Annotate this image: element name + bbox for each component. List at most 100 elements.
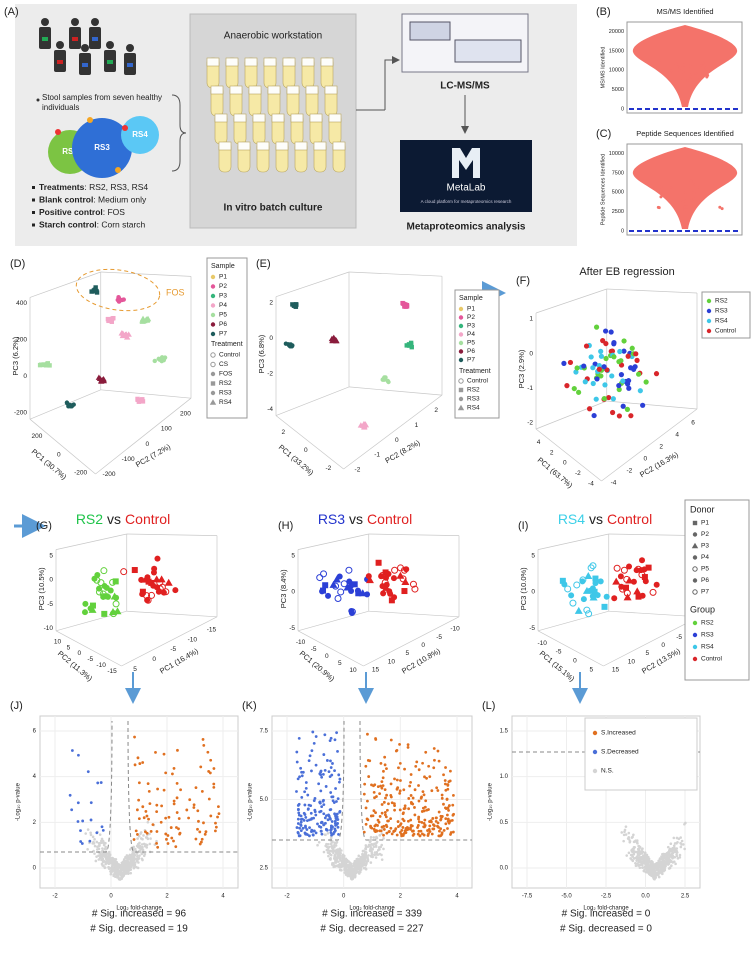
scatter-point: [389, 782, 393, 786]
scatter-point: [353, 859, 357, 863]
scatter-point: [329, 791, 333, 794]
x-tick-label: 2: [165, 894, 169, 900]
scatter-point: [145, 578, 152, 585]
scatter-point: [322, 582, 329, 589]
x-tick-label: -5: [87, 656, 93, 663]
scatter-point: [172, 802, 176, 806]
scatter-point: [155, 810, 159, 814]
scatter-point: [322, 812, 326, 816]
scatter-point: [601, 364, 607, 370]
tube-top: [252, 113, 266, 123]
scatter-point: [641, 847, 644, 850]
scatter-point: [187, 816, 190, 820]
scatter-point: [99, 590, 107, 598]
scatter-point: [408, 340, 414, 346]
scatter-point: [303, 813, 307, 816]
axis-box-line: [368, 610, 460, 618]
scatter-point: [330, 334, 337, 341]
x-tick-label: -2: [284, 894, 290, 900]
scatter-point: [95, 374, 103, 380]
scatter-point: [166, 842, 170, 845]
axis-box-line: [121, 616, 218, 667]
scatter-point: [689, 179, 693, 183]
scatter-point: [387, 590, 394, 597]
scatter-point: [336, 864, 339, 868]
scatter-point: [207, 797, 211, 801]
scatter-point: [331, 848, 335, 851]
scatter-point: [321, 772, 325, 776]
scatter-point: [400, 828, 404, 832]
scatter-point: [160, 804, 164, 808]
scatter-point: [662, 869, 666, 872]
scatter-point: [656, 861, 660, 865]
scatter-point: [360, 862, 364, 865]
scatter-point: [333, 864, 336, 867]
scatter-point: [364, 806, 368, 810]
scatter-point: [419, 796, 423, 800]
scatter-point: [439, 818, 443, 822]
software-label: MetaLab: [447, 183, 486, 194]
scatter-point: [329, 808, 333, 811]
scatter-point: [324, 785, 328, 788]
scatter-point: [361, 424, 368, 430]
y-tick-label: 10000: [609, 151, 624, 157]
panel-label: (E): [256, 258, 271, 270]
scatter-point: [89, 831, 92, 835]
scatter-point: [657, 58, 661, 62]
scatter-point: [452, 793, 455, 797]
scatter-point: [643, 851, 647, 854]
axis-box-line: [535, 400, 607, 430]
scatter-point: [108, 853, 112, 856]
scatter-point: [70, 749, 74, 752]
y-tick-label: 0: [621, 228, 624, 234]
scatter-point: [204, 830, 208, 834]
scatter-point: [330, 842, 333, 846]
panel-label: (H): [278, 520, 293, 532]
y-axis-title: PC1 (16.4%): [158, 646, 200, 676]
scatter-point: [138, 762, 142, 765]
scatter-point: [329, 817, 332, 821]
scatter-point: [110, 592, 119, 600]
scatter-point: [378, 815, 382, 818]
scatter-point: [413, 813, 417, 817]
scatter-point: [435, 786, 439, 790]
axis-box-line: [537, 630, 604, 667]
legend-label: RS2: [467, 387, 480, 394]
scatter-point: [304, 781, 308, 784]
scatter-point: [417, 768, 421, 772]
scatter-point: [389, 826, 393, 830]
scatter-point: [114, 865, 117, 869]
scatter-point: [638, 857, 641, 861]
scatter-point: [386, 819, 389, 823]
scatter-point: [138, 854, 141, 857]
scatter-point: [334, 817, 338, 820]
scatter-point: [145, 831, 149, 835]
y-tick-label: 0: [152, 656, 156, 663]
scatter-point: [654, 875, 657, 878]
scatter-point: [114, 862, 117, 866]
scatter-point: [365, 573, 372, 580]
axis-box-line: [608, 533, 700, 536]
scatter-point: [147, 789, 151, 793]
scatter-point: [630, 853, 634, 857]
scatter-point: [397, 766, 400, 770]
scatter-point: [611, 354, 617, 360]
scatter-point: [692, 632, 698, 638]
scatter-point: [308, 826, 311, 830]
scatter-point: [348, 874, 351, 878]
scatter-point: [440, 793, 444, 797]
scatter-point: [666, 845, 670, 849]
condition-name: Treatments: [39, 182, 85, 192]
scatter-point: [337, 832, 340, 836]
scatter-point: [447, 808, 450, 812]
scatter-point: [409, 580, 417, 588]
scatter-point: [132, 856, 136, 860]
scatter-point: [674, 862, 677, 866]
scatter-point: [364, 822, 368, 826]
scatter-point: [41, 362, 46, 367]
scatter-point: [169, 826, 173, 829]
scatter-point: [68, 404, 73, 409]
scatter-point: [332, 851, 335, 855]
scatter-point: [439, 834, 443, 838]
z-axis-title: PC3 (6.8%): [257, 334, 266, 373]
